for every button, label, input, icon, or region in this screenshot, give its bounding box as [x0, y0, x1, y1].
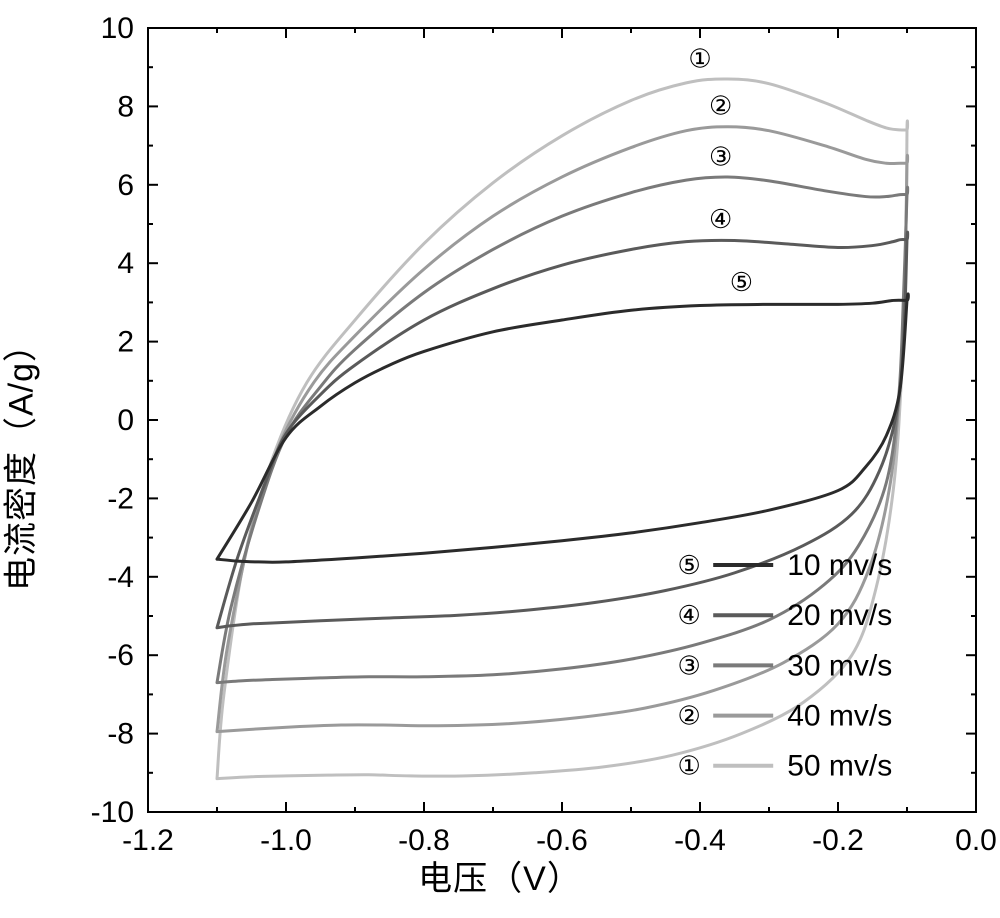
- legend-label-5: 10 mv/s: [787, 549, 892, 582]
- curve-badge-5: ⑤: [730, 267, 753, 297]
- y-tick-label: -4: [107, 561, 134, 594]
- y-axis-label: 电流密度（A/g）: [0, 327, 43, 591]
- y-tick-label: -2: [107, 482, 134, 515]
- curve-badge-2: ②: [709, 90, 732, 120]
- legend-symbol-3: ③: [678, 650, 701, 680]
- y-tick-label: 0: [117, 404, 134, 437]
- cv-curve-5: [217, 294, 908, 562]
- curve-badge-3: ③: [709, 141, 732, 171]
- y-tick-label: -10: [91, 796, 134, 829]
- y-tick-label: 2: [117, 326, 134, 359]
- x-axis-label: 电压（V）: [418, 851, 582, 900]
- plot-frame: [148, 28, 976, 812]
- legend-symbol-4: ④: [678, 600, 701, 630]
- x-tick-label: -0.2: [812, 824, 864, 857]
- y-tick-label: 10: [101, 12, 134, 45]
- curve-badge-4: ④: [709, 204, 732, 234]
- legend-label-4: 20 mv/s: [787, 599, 892, 632]
- y-tick-label: -6: [107, 639, 134, 672]
- y-tick-label: 6: [117, 169, 134, 202]
- chart-svg: -1.2-1.0-0.8-0.6-0.4-0.20.0-10-8-6-4-202…: [0, 0, 1000, 918]
- x-tick-label: -1.0: [260, 824, 312, 857]
- legend-label-3: 30 mv/s: [787, 649, 892, 682]
- legend-label-2: 40 mv/s: [787, 700, 892, 733]
- curve-badge-1: ①: [688, 43, 711, 73]
- cv-chart: 电流密度（A/g） 电压（V） -1.2-1.0-0.8-0.6-0.4-0.2…: [0, 0, 1000, 918]
- legend-label-1: 50 mv/s: [787, 750, 892, 783]
- y-tick-label: 8: [117, 90, 134, 123]
- legend-symbol-2: ②: [678, 701, 701, 731]
- legend-symbol-1: ①: [678, 751, 701, 781]
- legend-symbol-5: ⑤: [678, 550, 701, 580]
- x-tick-label: -0.4: [674, 824, 726, 857]
- x-tick-label: 0.0: [955, 824, 997, 857]
- y-tick-label: 4: [117, 247, 134, 280]
- y-tick-label: -8: [107, 718, 134, 751]
